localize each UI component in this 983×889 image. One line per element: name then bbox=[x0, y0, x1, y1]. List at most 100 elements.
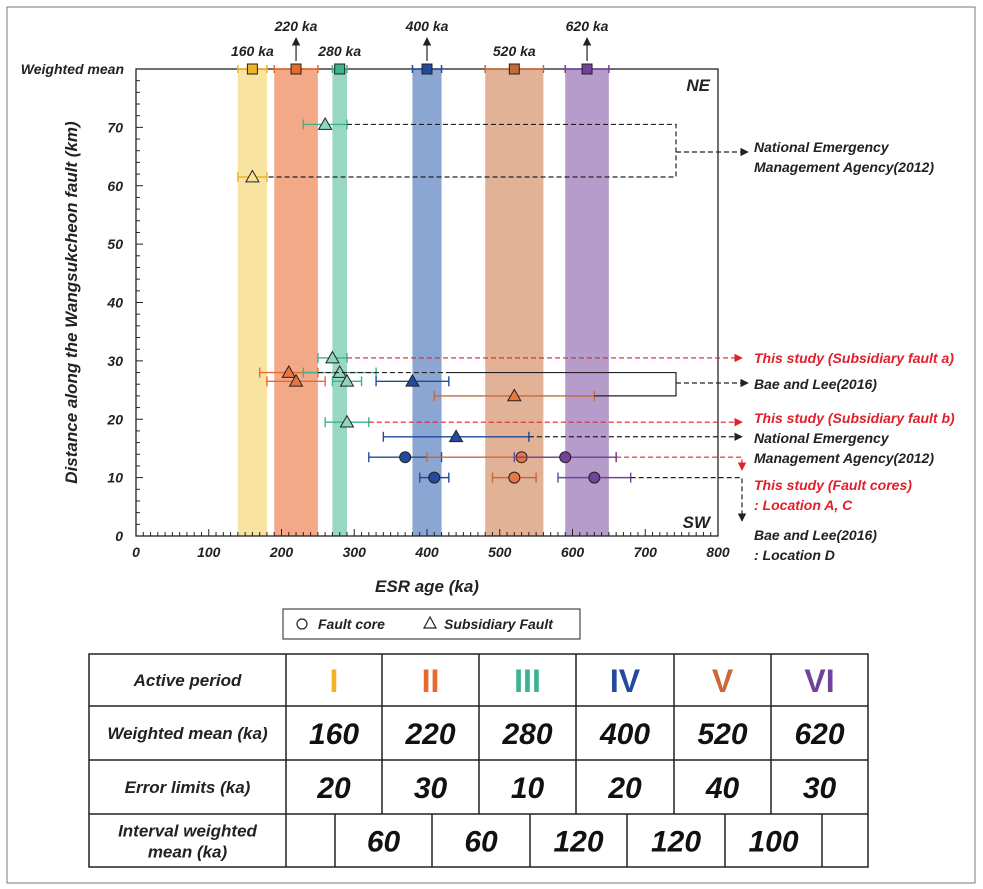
table-cell: 220 bbox=[404, 718, 455, 751]
bae-lee-d-arrow bbox=[630, 477, 747, 522]
x-tick-label: 300 bbox=[343, 544, 367, 560]
annotation-3-line-1: Bae and Lee(2016) bbox=[754, 376, 877, 392]
weighted-mean-label: Weighted mean bbox=[21, 61, 124, 77]
annotation-4-line-1: This study (Subsidiary fault b) bbox=[754, 410, 955, 426]
period-band-2 bbox=[274, 69, 318, 536]
interval-value-5: 100 bbox=[748, 826, 798, 859]
interval-value-4: 120 bbox=[651, 826, 701, 859]
fault-core-point-15 bbox=[428, 471, 441, 484]
x-tick-label: 0 bbox=[132, 544, 140, 560]
period-mean-marker-2 bbox=[290, 63, 302, 75]
period-mean-marker-5 bbox=[508, 63, 520, 75]
y-tick-label: 60 bbox=[107, 178, 123, 194]
table-cell: 280 bbox=[501, 718, 552, 751]
period-mean-marker-6 bbox=[581, 63, 593, 75]
legend: Fault core Subsidiary Fault bbox=[282, 608, 581, 640]
table-cell: 520 bbox=[697, 718, 747, 751]
fault-core-point-16 bbox=[508, 471, 521, 484]
subsidiary-fault-point-4 bbox=[281, 365, 297, 378]
period-label-4: 400 ka bbox=[405, 18, 449, 34]
period-numeral-2: II bbox=[422, 663, 440, 699]
period-numeral-3: III bbox=[514, 663, 541, 699]
corner-sw-label: SW bbox=[683, 513, 712, 532]
annotation-6-line-1: This study (Fault cores) bbox=[754, 477, 912, 493]
annotation-7-line-1: Bae and Lee(2016) bbox=[754, 527, 877, 543]
table-cell: 620 bbox=[794, 718, 844, 751]
subsidiary-fault-point-5 bbox=[332, 365, 348, 378]
subsidiary-fault-point-7 bbox=[339, 373, 355, 387]
subsidiary-fault-point-11 bbox=[448, 429, 464, 443]
x-tick-label: 100 bbox=[197, 544, 221, 560]
period-band-4 bbox=[412, 69, 442, 536]
interval-label-line-1: Interval weighted bbox=[118, 822, 257, 841]
period-label-3: 280 ka bbox=[317, 43, 361, 59]
table-row-label-1: Active period bbox=[133, 671, 242, 690]
annotation-1-line-2: Management Agency(2012) bbox=[754, 159, 934, 175]
interval-value-1: 60 bbox=[367, 826, 401, 859]
table-cell: 10 bbox=[511, 772, 545, 805]
nema-bracket bbox=[266, 123, 677, 178]
x-tick-label: 400 bbox=[414, 544, 439, 560]
y-tick-label: 50 bbox=[107, 236, 123, 252]
subsidiary-fault-point-6 bbox=[288, 373, 304, 387]
subsidiary-fault-point-9 bbox=[506, 388, 522, 402]
period-numeral-1: I bbox=[330, 663, 339, 699]
subsidiary-fault-point-3 bbox=[325, 350, 340, 364]
x-tick-label: 500 bbox=[488, 544, 512, 560]
fault-core-point-17 bbox=[588, 471, 601, 484]
bae-lee-bracket bbox=[448, 371, 677, 397]
subsidiary-fault-point-2 bbox=[245, 169, 260, 183]
fault-core-point-12 bbox=[399, 451, 412, 464]
legend-circle-symbol bbox=[296, 618, 308, 630]
period-band-1 bbox=[237, 69, 267, 536]
esr-chart: 0 100 200 300 400 500 600 700 800 0 10 20 30 40 50 60 70… bbox=[21, 18, 955, 596]
period-label-1: 160 ka bbox=[231, 43, 274, 59]
table-cell: 400 bbox=[599, 718, 650, 751]
x-tick-label: 200 bbox=[269, 544, 294, 560]
fault-cores-arrow bbox=[616, 456, 747, 471]
table-cell: 20 bbox=[316, 772, 351, 805]
table-cell: 40 bbox=[705, 772, 740, 805]
annotation-2-line-1: This study (Subsidiary fault a) bbox=[754, 350, 954, 366]
annotation-5-line-2: Management Agency(2012) bbox=[754, 450, 934, 466]
interval-label-line-2: mean (ka) bbox=[148, 843, 228, 862]
y-tick-label: 40 bbox=[106, 295, 123, 311]
y-tick-label: 0 bbox=[115, 528, 123, 544]
y-tick-label: 20 bbox=[106, 411, 123, 427]
subsidiary-fault-point-10 bbox=[339, 414, 355, 428]
table-cell: 30 bbox=[803, 772, 837, 805]
fault-core-point-14 bbox=[559, 451, 572, 464]
annotation-7-line-2: : Location D bbox=[754, 547, 835, 563]
legend-subsidiary-label: Subsidiary Fault bbox=[444, 616, 554, 632]
table-cell: 160 bbox=[309, 718, 359, 751]
subsidiary-fault-point-8 bbox=[405, 373, 420, 387]
annotation-6-line-2: : Location A, C bbox=[754, 497, 853, 513]
x-tick-label: 600 bbox=[561, 544, 585, 560]
table-cell: 30 bbox=[414, 772, 448, 805]
period-band-6 bbox=[565, 69, 609, 536]
table-row-label-3: Error limits (ka) bbox=[125, 778, 251, 797]
x-tick-label: 800 bbox=[706, 544, 730, 560]
period-numeral-4: IV bbox=[610, 663, 641, 699]
corner-ne-label: NE bbox=[686, 76, 710, 95]
period-mean-marker-1 bbox=[246, 63, 258, 75]
period-label-6: 620 ka bbox=[566, 18, 609, 34]
legend-triangle-symbol bbox=[422, 615, 438, 629]
period-mean-marker-4 bbox=[421, 63, 433, 75]
table-cell: 20 bbox=[607, 772, 642, 805]
y-tick-label: 10 bbox=[107, 470, 123, 486]
subsidiary-fault-point-1 bbox=[317, 116, 333, 130]
period-band-3 bbox=[332, 69, 347, 536]
y-axis-label: Distance along the Wangsukcheon fault (k… bbox=[62, 121, 81, 484]
period-numeral-6: VI bbox=[804, 663, 834, 699]
y-tick-label: 30 bbox=[107, 353, 123, 369]
y-tick-label: 70 bbox=[107, 119, 123, 135]
x-axis-label: ESR age (ka) bbox=[375, 577, 479, 596]
annotation-1-line-1: National Emergency bbox=[754, 139, 890, 155]
period-numeral-5: V bbox=[712, 663, 734, 699]
period-band-5 bbox=[485, 69, 544, 536]
interval-value-2: 60 bbox=[464, 826, 498, 859]
period-label-2: 220 ka bbox=[274, 18, 318, 34]
